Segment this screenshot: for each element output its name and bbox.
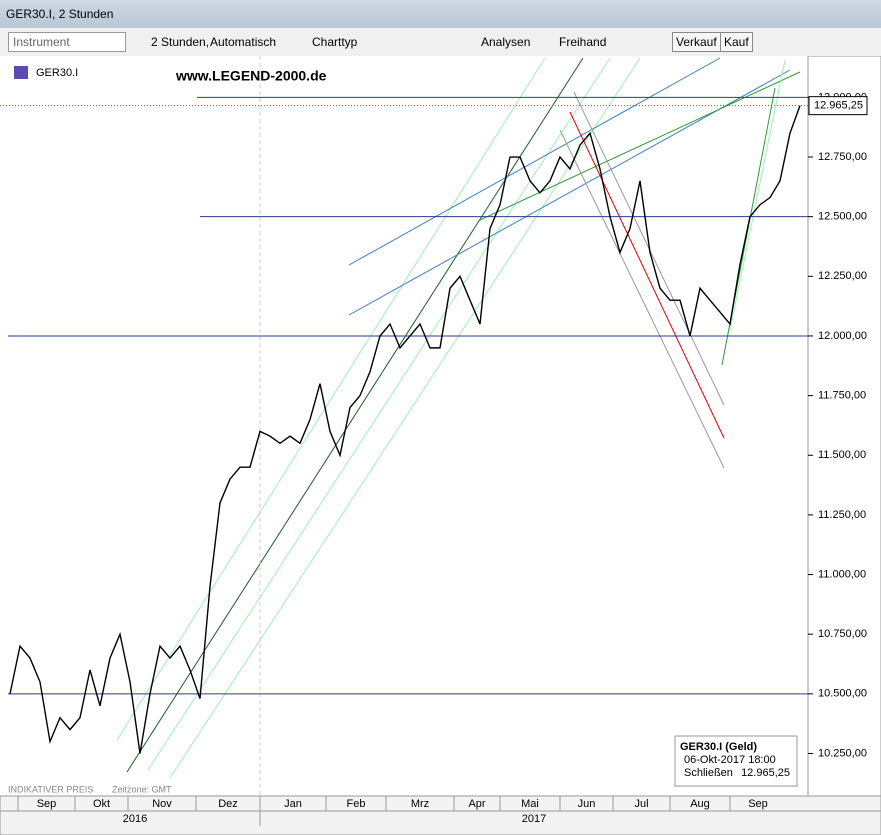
year-label: 2016 xyxy=(123,813,147,825)
month-label: Mai xyxy=(521,798,539,810)
toolbar: Instrument 2 Stunden, Automatisch Chartt… xyxy=(0,28,881,57)
month-label: Jun xyxy=(578,798,596,810)
mode[interactable]: Automatisch xyxy=(210,35,277,49)
month-label: Okt xyxy=(93,798,110,810)
title-bar: GER30.I, 2 Stunden xyxy=(0,0,881,28)
chart: GER30.I www.LEGEND-2000.de INDIKATIVER P… xyxy=(0,56,881,835)
info-close: 12.965,25 xyxy=(741,767,790,779)
analyses[interactable]: Analysen xyxy=(481,35,531,49)
window-title: GER30.I, 2 Stunden xyxy=(6,7,114,21)
month-label: Feb xyxy=(347,798,366,810)
watermark: www.LEGEND-2000.de xyxy=(175,68,327,84)
y-tick-label: 10.750,00 xyxy=(818,628,867,640)
y-tick-label: 12.250,00 xyxy=(818,270,867,282)
last-price-label: 12.965,25 xyxy=(814,100,863,112)
info-date: 06-Okt-2017 18:00 xyxy=(684,754,776,766)
symbol: GER30.I xyxy=(36,67,78,79)
info-title: GER30.I (Geld) xyxy=(680,741,757,753)
month-label: Apr xyxy=(468,798,485,810)
month-label: Sep xyxy=(37,798,57,810)
y-tick-label: 11.000,00 xyxy=(818,568,866,580)
year-label: 2017 xyxy=(522,813,546,825)
month-label: Dez xyxy=(218,798,238,810)
timezone: Zeitzone: GMT xyxy=(112,784,172,794)
month-label: Jan xyxy=(284,798,302,810)
interval[interactable]: 2 Stunden, xyxy=(151,35,210,49)
y-tick-label: 11.250,00 xyxy=(818,509,866,521)
month-label: Aug xyxy=(690,798,710,810)
sell-button[interactable]: Verkauf xyxy=(672,32,721,52)
y-tick-label: 12.750,00 xyxy=(818,151,867,163)
chart-type[interactable]: Charttyp xyxy=(312,35,358,49)
chart-bg xyxy=(0,56,881,835)
y-axis-area xyxy=(807,56,881,797)
price-note: INDIKATIVER PREIS xyxy=(8,784,93,794)
instrument-input[interactable]: Instrument xyxy=(8,32,126,52)
month-label: Jul xyxy=(634,798,648,810)
x-axis-area xyxy=(0,795,881,835)
y-tick-label: 12.000,00 xyxy=(818,330,867,342)
symbol-icon xyxy=(14,66,28,79)
freehand[interactable]: Freihand xyxy=(559,35,607,49)
price-line xyxy=(9,105,801,754)
month-label: Sep xyxy=(748,798,768,810)
info-box: GER30.I (Geld)06-Okt-2017 18:00Schließen… xyxy=(674,735,798,787)
y-tick-label: 11.750,00 xyxy=(818,390,866,402)
info-box-bg xyxy=(674,735,798,787)
y-tick-label: 10.250,00 xyxy=(818,747,867,759)
y-tick-label: 11.500,00 xyxy=(818,449,866,461)
buy-button[interactable]: Kauf xyxy=(720,32,753,52)
y-tick-label: 12.500,00 xyxy=(818,211,867,223)
month-label: Mrz xyxy=(411,798,429,810)
last-price-box xyxy=(808,96,868,116)
month-label: Nov xyxy=(152,798,172,810)
y-tick-label: 10.500,00 xyxy=(818,688,867,700)
info-close-label: Schließen xyxy=(684,767,733,779)
